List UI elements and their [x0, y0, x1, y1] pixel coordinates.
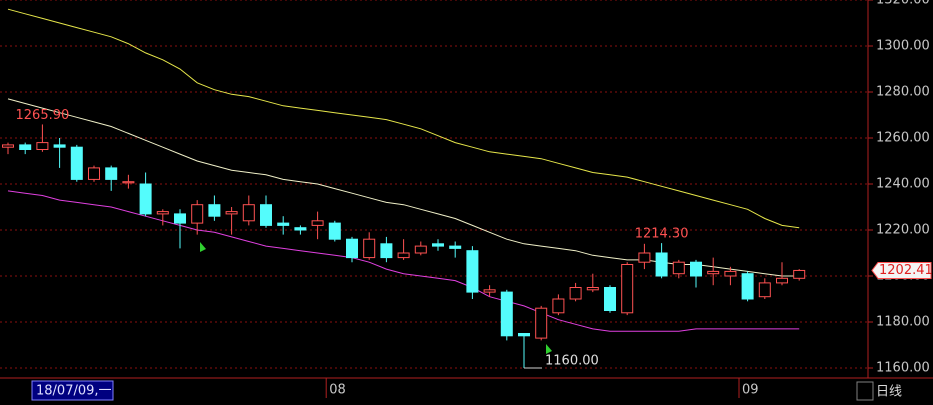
y-tick-label: 1220.00: [876, 223, 930, 238]
candle-body: [311, 220, 324, 226]
candle-body: [776, 277, 788, 284]
candle-body: [569, 287, 582, 300]
y-tick-label: 1320.00: [876, 0, 930, 8]
candle-body: [518, 333, 530, 337]
candle-body: [36, 142, 49, 151]
high-label: 1265.90: [16, 108, 70, 123]
y-tick-label: 1180.00: [876, 315, 930, 330]
cursor-date-box: [31, 380, 114, 401]
candle-body: [552, 298, 565, 314]
y-tick-label: 1300.00: [876, 39, 930, 54]
candle-body: [535, 307, 548, 339]
candle-body: [208, 204, 221, 217]
candle-layer: [2, 124, 806, 368]
candle-body: [397, 252, 410, 259]
y-tick-label: 1240.00: [876, 177, 930, 192]
y-tick-label: 1160.00: [876, 361, 930, 376]
marker-arrow: [200, 242, 206, 252]
candle-body: [672, 261, 685, 275]
candle-body: [328, 222, 341, 240]
candle-body: [483, 289, 496, 293]
candle-body: [621, 264, 634, 314]
last-price-box: [871, 261, 932, 279]
candle-body: [53, 144, 66, 148]
candle-body: [139, 183, 152, 215]
period-button[interactable]: 日线: [876, 385, 902, 400]
cursor-date: 18/07/09,一: [36, 384, 112, 399]
candle-body: [690, 261, 702, 277]
candle-body: [122, 181, 135, 184]
moving-average: [7, 190, 800, 332]
x-tick-label: 09: [742, 383, 759, 398]
candle-body: [604, 287, 616, 311]
candle-body: [156, 211, 169, 215]
candle-body: [449, 245, 462, 249]
candle-body: [655, 252, 668, 277]
candle-body: [432, 243, 444, 247]
candle-body: [500, 291, 513, 337]
candle-body: [758, 282, 771, 298]
overlay-layer: 1265.90 1214.30 1160.00 1202.41: [16, 108, 933, 369]
candle-body: [707, 270, 720, 275]
candle-body: [294, 227, 307, 231]
y-tick-label: 1280.00: [876, 85, 930, 100]
last-price-label: 1202.41: [879, 263, 933, 278]
candle-body: [2, 144, 14, 148]
marker-arrow: [546, 344, 552, 354]
x-tick-label: 08: [329, 383, 346, 398]
high-label: 1214.30: [635, 227, 689, 242]
candle-body: [363, 238, 376, 259]
candle-body: [225, 211, 238, 215]
candle-body: [242, 204, 255, 222]
candle-body: [380, 243, 393, 259]
candle-body: [105, 167, 118, 180]
candle-body: [260, 204, 272, 226]
scroll-button[interactable]: [856, 381, 874, 401]
candle-body: [586, 287, 599, 291]
candle-body: [414, 245, 427, 254]
candle-body: [174, 213, 186, 224]
candle-body: [346, 238, 358, 259]
candle-body: [191, 204, 204, 224]
candle-body: [19, 144, 32, 150]
candle-body: [277, 222, 290, 226]
candle-body: [466, 250, 479, 293]
candle-body: [70, 146, 83, 180]
candle-body: [724, 270, 737, 277]
low-label: 1160.00: [545, 354, 599, 369]
moving-average: [7, 8, 800, 229]
candle-body: [638, 252, 651, 263]
candle-body: [793, 269, 806, 279]
candle-body: [88, 167, 100, 180]
y-tick-label: 1260.00: [876, 131, 930, 146]
candle-body: [741, 273, 754, 300]
